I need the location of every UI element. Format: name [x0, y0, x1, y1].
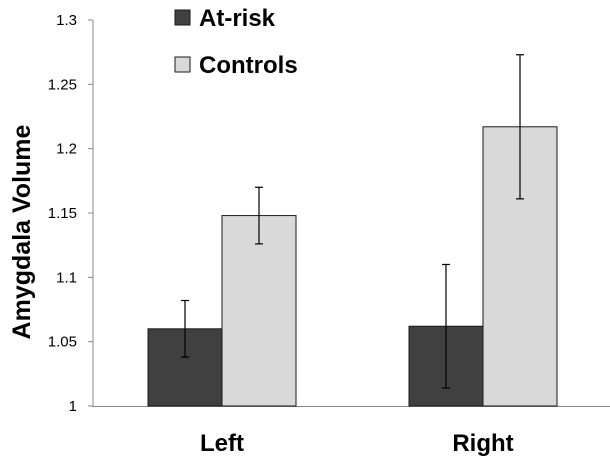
- y-tick-label: 1.15: [48, 205, 77, 222]
- y-axis-label: Amygdala Volume: [8, 124, 36, 339]
- legend-swatch-controls: [174, 56, 191, 73]
- bar-controls-left: [221, 215, 297, 407]
- legend: At-risk Controls: [174, 5, 298, 79]
- chart-marks: 1 1.05 1.1 1.15 1.2 1.25 1.3 Left Right: [48, 12, 558, 457]
- legend-label-at-risk: At-risk: [199, 5, 276, 32]
- x-category-label: Right: [452, 430, 513, 457]
- x-category-label: Left: [200, 430, 244, 457]
- y-tick-label: 1.05: [48, 334, 77, 351]
- legend-swatch-at-risk: [174, 9, 191, 26]
- y-tick-label: 1.25: [48, 76, 77, 93]
- y-tick-label: 1.3: [56, 12, 77, 29]
- y-tick-label: 1.2: [56, 141, 77, 158]
- y-tick-label: 1.1: [56, 269, 77, 286]
- legend-label-controls: Controls: [199, 52, 298, 79]
- y-tick-label: 1: [69, 398, 77, 415]
